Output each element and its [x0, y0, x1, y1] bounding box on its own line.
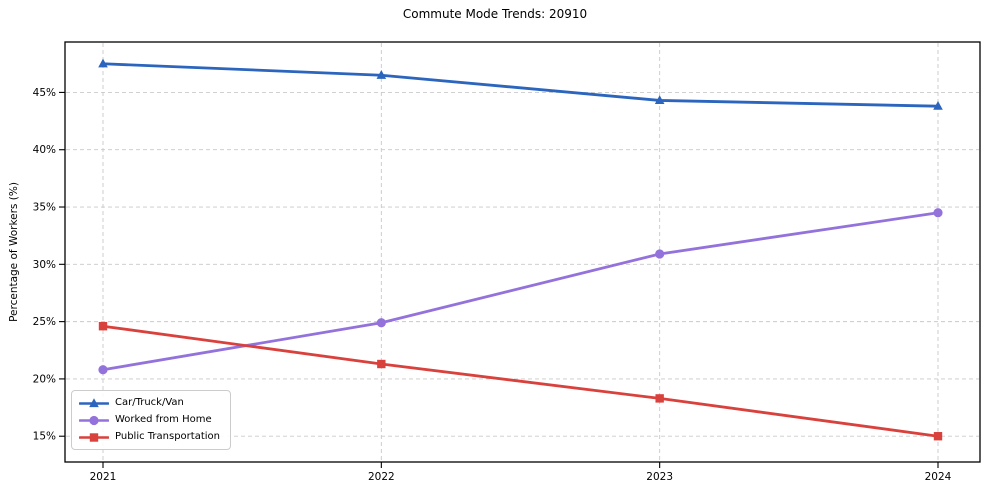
- x-tick-label: 2022: [368, 471, 395, 483]
- chart-title: Commute Mode Trends: 20910: [402, 7, 588, 21]
- y-tick-label: 15%: [33, 431, 56, 443]
- legend-label: Car/Truck/Van: [115, 397, 184, 408]
- legend-item-public-transportation: Public Transportation: [79, 429, 220, 445]
- x-tick-label: 2021: [90, 471, 117, 483]
- legend-label: Worked from Home: [115, 414, 212, 425]
- data-point-marker: [933, 100, 943, 110]
- plot-frame: [64, 41, 981, 463]
- x-tick-label: 2024: [925, 471, 952, 483]
- legend-swatch-marker: [89, 397, 99, 407]
- data-point-marker: [654, 95, 665, 105]
- data-point-marker: [376, 318, 386, 328]
- data-point-marker: [98, 322, 108, 331]
- legend-line-circle-icon: [79, 415, 109, 425]
- y-axis-label: Percentage of Workers (%): [8, 182, 20, 322]
- data-point-marker: [98, 365, 108, 375]
- y-tick-label: 20%: [33, 373, 56, 385]
- y-tick-label: 25%: [33, 316, 56, 328]
- chart-legend: Car/Truck/Van Worked from Home Public Tr…: [71, 390, 231, 450]
- data-point-marker: [98, 58, 108, 68]
- series-car-truck-van: [98, 58, 943, 110]
- data-point-marker: [933, 432, 943, 441]
- legend-item-car-truck-van: Car/Truck/Van: [79, 395, 220, 411]
- data-point-marker: [933, 208, 943, 218]
- legend-line-triangle-icon: [79, 397, 109, 407]
- y-tick-label: 40%: [33, 144, 56, 156]
- y-tick-label: 35%: [33, 202, 56, 214]
- data-point-marker: [655, 249, 665, 259]
- y-tick-label: 30%: [33, 259, 56, 271]
- series-public-transportation: [98, 322, 943, 441]
- x-tick-label: 2023: [646, 471, 673, 483]
- legend-item-worked-from-home: Worked from Home: [79, 412, 220, 428]
- data-point-marker: [377, 359, 386, 369]
- y-tick-label: 45%: [33, 87, 56, 99]
- legend-line-square-icon: [79, 432, 109, 442]
- data-point-marker: [655, 394, 664, 403]
- series-line: [101, 62, 940, 108]
- legend-label: Public Transportation: [115, 431, 220, 442]
- legend-swatch-marker: [89, 432, 99, 442]
- series-line: [101, 324, 940, 438]
- data-point-marker: [376, 70, 387, 79]
- legend-swatch-marker: [89, 415, 99, 425]
